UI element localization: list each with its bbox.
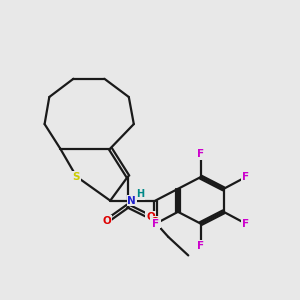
- Text: F: F: [242, 172, 249, 182]
- Text: O: O: [146, 212, 155, 222]
- Text: S: S: [73, 172, 80, 182]
- Text: F: F: [242, 219, 249, 229]
- Text: F: F: [197, 241, 204, 251]
- Text: F: F: [152, 219, 160, 229]
- Text: O: O: [151, 217, 160, 227]
- Text: O: O: [102, 216, 111, 226]
- Text: F: F: [197, 149, 204, 159]
- Text: N: N: [128, 196, 136, 206]
- Text: H: H: [136, 189, 144, 199]
